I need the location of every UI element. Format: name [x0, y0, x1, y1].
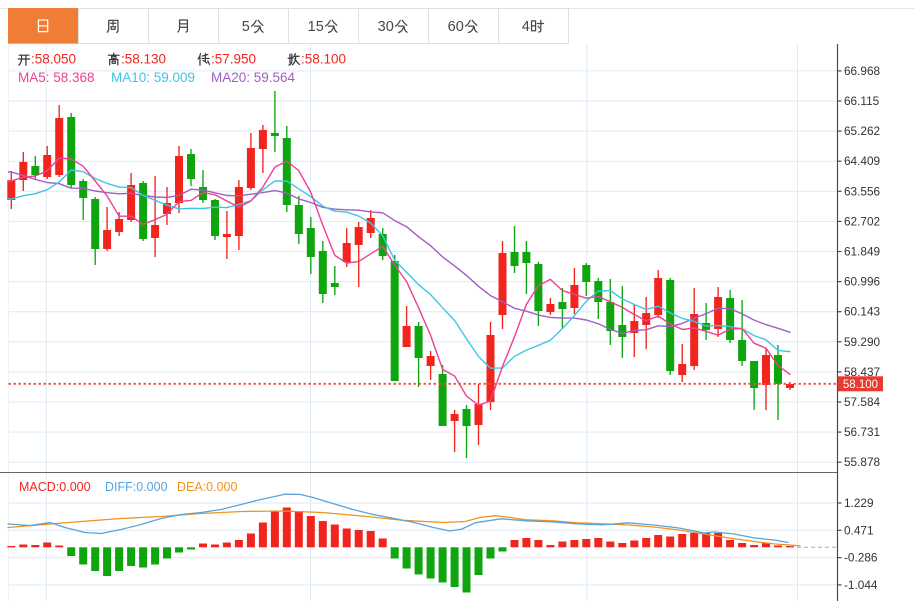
- svg-text:62.702: 62.702: [844, 214, 880, 228]
- svg-text:57.584: 57.584: [844, 395, 881, 409]
- svg-text:60.143: 60.143: [844, 305, 881, 319]
- svg-text:58.100: 58.100: [843, 379, 878, 391]
- svg-text::58.050: :58.050: [31, 52, 76, 67]
- svg-text:DIFF:0.000: DIFF:0.000: [105, 480, 168, 494]
- svg-text:66.968: 66.968: [844, 64, 881, 78]
- svg-text:56.731: 56.731: [844, 425, 880, 439]
- svg-text:MA20: 59.564: MA20: 59.564: [211, 70, 296, 85]
- svg-text:5: 5: [242, 19, 250, 35]
- svg-text:MA10: 59.009: MA10: 59.009: [111, 70, 195, 85]
- svg-text:66.115: 66.115: [844, 94, 880, 108]
- svg-text:4: 4: [522, 19, 530, 35]
- svg-text::57.950: :57.950: [211, 52, 256, 67]
- svg-text::58.100: :58.100: [301, 52, 346, 67]
- svg-text:58.437: 58.437: [844, 365, 880, 379]
- svg-text:60: 60: [448, 19, 464, 35]
- svg-text:-0.286: -0.286: [844, 551, 878, 565]
- svg-text:60.996: 60.996: [844, 275, 881, 289]
- svg-text:30: 30: [378, 19, 394, 35]
- svg-text:15: 15: [308, 19, 324, 35]
- svg-text:MACD:0.000: MACD:0.000: [19, 480, 91, 494]
- svg-text:MA5: 58.368: MA5: 58.368: [18, 70, 95, 85]
- svg-text:64.409: 64.409: [844, 154, 880, 168]
- svg-text:0.471: 0.471: [844, 523, 874, 537]
- svg-text:1.229: 1.229: [844, 496, 874, 510]
- svg-text:61.849: 61.849: [844, 245, 880, 259]
- svg-text:59.290: 59.290: [844, 335, 881, 349]
- svg-text::58.130: :58.130: [121, 52, 166, 67]
- svg-text:55.878: 55.878: [844, 455, 881, 469]
- svg-text:-1.044: -1.044: [844, 578, 878, 592]
- svg-text:63.556: 63.556: [844, 184, 881, 198]
- svg-text:65.262: 65.262: [844, 124, 880, 138]
- svg-text:DEA:0.000: DEA:0.000: [177, 480, 238, 494]
